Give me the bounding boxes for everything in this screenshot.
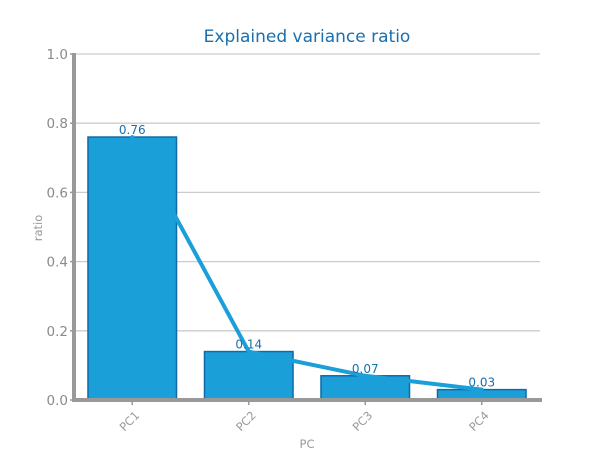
y-tick-label: 0.2	[47, 324, 68, 340]
data-label: 0.03	[468, 376, 495, 390]
y-tick-label: 0.4	[47, 255, 68, 271]
chart-title: Explained variance ratio	[204, 27, 411, 47]
bars	[87, 136, 527, 401]
data-label: 0.76	[119, 123, 146, 137]
data-label: 0.07	[352, 362, 379, 376]
bar-pc1	[87, 136, 178, 401]
x-axis-title: PC	[300, 437, 315, 450]
trend-line-layer	[130, 135, 484, 392]
x-tick-label: PC4	[466, 408, 492, 434]
y-tick-label: 0.8	[47, 116, 68, 132]
y-axis-title: ratio	[31, 215, 45, 242]
x-tick-label: PC3	[350, 408, 376, 434]
x-tick-label: PC1	[117, 408, 143, 434]
data-labels: 0.76 0.14 0.07 0.03	[119, 123, 495, 390]
y-tick-label: 0.6	[47, 185, 68, 201]
trend-line	[130, 135, 484, 392]
data-label: 0.14	[235, 338, 262, 352]
y-tick-label: 0.0	[47, 393, 68, 409]
y-tick-label: 1.0	[47, 47, 68, 63]
x-tick-label: PC2	[233, 408, 259, 434]
